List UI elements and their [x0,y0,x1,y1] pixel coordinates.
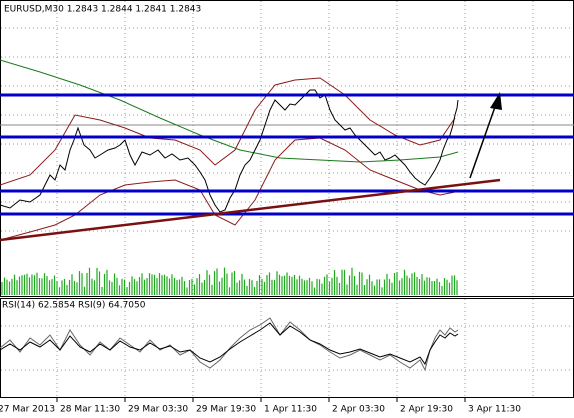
symbol-info: EURUSD,M30 1.2843 1.2844 1.2841 1.2843 [4,5,201,15]
rsi-label: RSI(14) 62.5854 RSI(9) 64.7050 [2,301,146,311]
arrow-shaft [469,103,497,179]
time-label: 28 Mar 11:30 [60,405,120,415]
bollinger-upper [0,77,456,186]
grid [1,1,573,397]
arrow-head [490,92,502,110]
time-label: 1 Apr 11:30 [264,405,317,415]
time-axis: 27 Mar 2013 28 Mar 11:30 29 Mar 03:30 29 Ma… [0,398,521,415]
time-label: 29 Mar 03:30 [128,405,188,415]
time-label: 29 Mar 19:30 [196,405,256,415]
price-line [0,89,459,213]
time-label: 2 Apr 19:30 [400,405,453,415]
time-label: 2 Apr 03:30 [332,405,385,415]
volume-bars [1,267,458,295]
time-label: 3 Apr 11:30 [468,405,521,415]
time-label: 27 Mar 2013 [0,405,55,415]
trend-line [0,178,501,242]
bollinger-lower [0,137,456,241]
rsi-14-line [0,322,459,366]
